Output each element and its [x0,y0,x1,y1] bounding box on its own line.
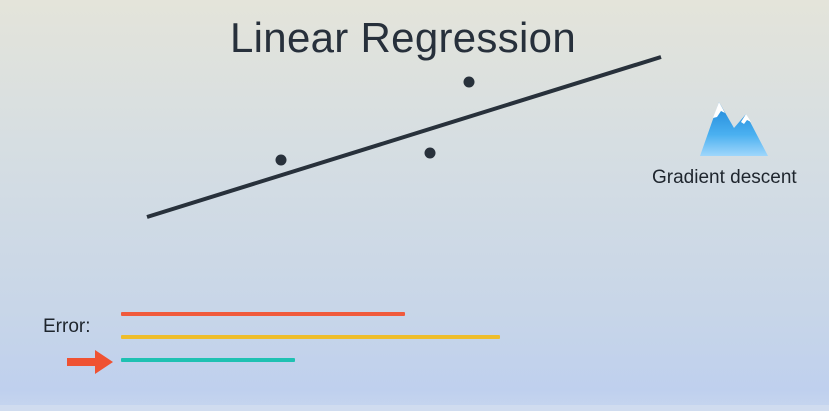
regression-line [146,55,662,219]
right-arrow-icon [67,349,113,375]
error-bar-3 [121,358,295,362]
data-point [275,154,287,166]
diagram-title: Linear Regression [230,14,576,61]
error-bar-2 [121,335,500,339]
error-label: Error: [43,316,91,337]
data-point [424,147,436,159]
data-point [463,76,475,88]
gradient-descent-label: Gradient descent [652,167,797,188]
mountain-icon [700,98,768,158]
error-bar-1 [121,312,405,316]
bottom-band [0,405,829,411]
